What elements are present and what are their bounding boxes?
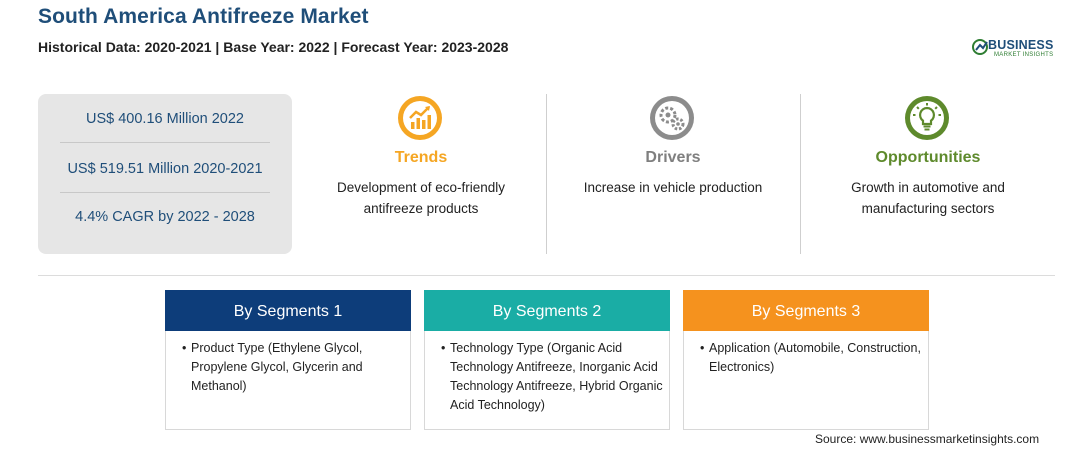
trends-text: Development of eco-friendly antifreeze p… bbox=[336, 180, 506, 216]
segment-2-text: Technology Type (Organic Acid Technology… bbox=[450, 341, 663, 412]
bullet-icon: • bbox=[700, 341, 705, 355]
stat-market-size-historical: US$ 519.51 Million 2020-2021 bbox=[67, 161, 263, 177]
opportunities-card: Opportunities Growth in automotive and m… bbox=[803, 94, 1053, 254]
stat-cagr: 4.4% CAGR by 2022 - 2028 bbox=[75, 209, 255, 225]
bullet-icon: • bbox=[441, 341, 446, 355]
drivers-text: Increase in vehicle production bbox=[583, 180, 763, 195]
segment-1-item: • Product Type (Ethylene Glycol, Propyle… bbox=[176, 339, 408, 396]
company-logo: BUSINESS MARKET INSIGHTS bbox=[972, 34, 1062, 62]
logo-sub-text: MARKET INSIGHTS bbox=[994, 52, 1054, 58]
gears-icon bbox=[650, 96, 694, 140]
drivers-card: Drivers Increase in vehicle production bbox=[548, 94, 798, 254]
trends-heading: Trends bbox=[394, 149, 448, 166]
segment-1-heading: By Segments 1 bbox=[165, 290, 411, 331]
segment-3-item: • Application (Automobile, Construction,… bbox=[694, 339, 926, 377]
card-divider bbox=[800, 94, 801, 254]
trends-card: Trends Development of eco-friendly antif… bbox=[296, 94, 546, 254]
segment-3-heading: By Segments 3 bbox=[683, 290, 929, 331]
stat-divider bbox=[60, 142, 270, 143]
segment-2-item: • Technology Type (Organic Acid Technolo… bbox=[435, 339, 667, 415]
segment-1-text: Product Type (Ethylene Glycol, Propylene… bbox=[191, 341, 363, 393]
stat-market-size-2022: US$ 400.16 Million 2022 bbox=[86, 111, 244, 127]
market-stats-box: US$ 400.16 Million 2022 US$ 519.51 Milli… bbox=[38, 94, 292, 254]
page-title: South America Antifreeze Market bbox=[38, 5, 369, 28]
logo-globe-icon bbox=[972, 39, 988, 55]
card-divider bbox=[546, 94, 547, 254]
source-link[interactable]: Source: www.businessmarketinsights.com bbox=[815, 432, 1040, 446]
segment-3-text: Application (Automobile, Construction, E… bbox=[709, 341, 921, 374]
segment-2-heading: By Segments 2 bbox=[424, 290, 670, 331]
segment-1-panel: By Segments 1 • Product Type (Ethylene G… bbox=[165, 290, 411, 430]
segment-3-panel: By Segments 3 • Application (Automobile,… bbox=[683, 290, 929, 430]
bullet-icon: • bbox=[182, 341, 187, 355]
opportunities-heading: Opportunities bbox=[875, 149, 981, 166]
trending-up-icon bbox=[398, 96, 442, 140]
logo-main-text: BUSINESS bbox=[988, 38, 1054, 52]
page-subtitle: Historical Data: 2020-2021 | Base Year: … bbox=[38, 39, 509, 55]
lightbulb-icon bbox=[905, 96, 949, 140]
stat-divider bbox=[60, 192, 270, 193]
segment-2-panel: By Segments 2 • Technology Type (Organic… bbox=[424, 290, 670, 430]
section-divider bbox=[38, 275, 1055, 276]
drivers-heading: Drivers bbox=[645, 149, 701, 166]
opportunities-text: Growth in automotive and manufacturing s… bbox=[851, 180, 1005, 216]
